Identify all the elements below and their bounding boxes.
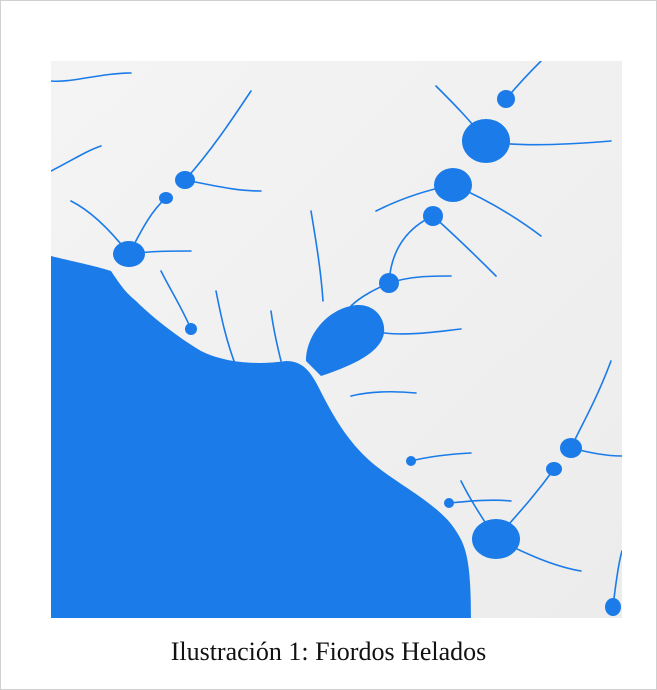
figure-caption: Ilustración 1: Fiordos Helados xyxy=(170,637,487,666)
fractal-image xyxy=(51,61,622,618)
